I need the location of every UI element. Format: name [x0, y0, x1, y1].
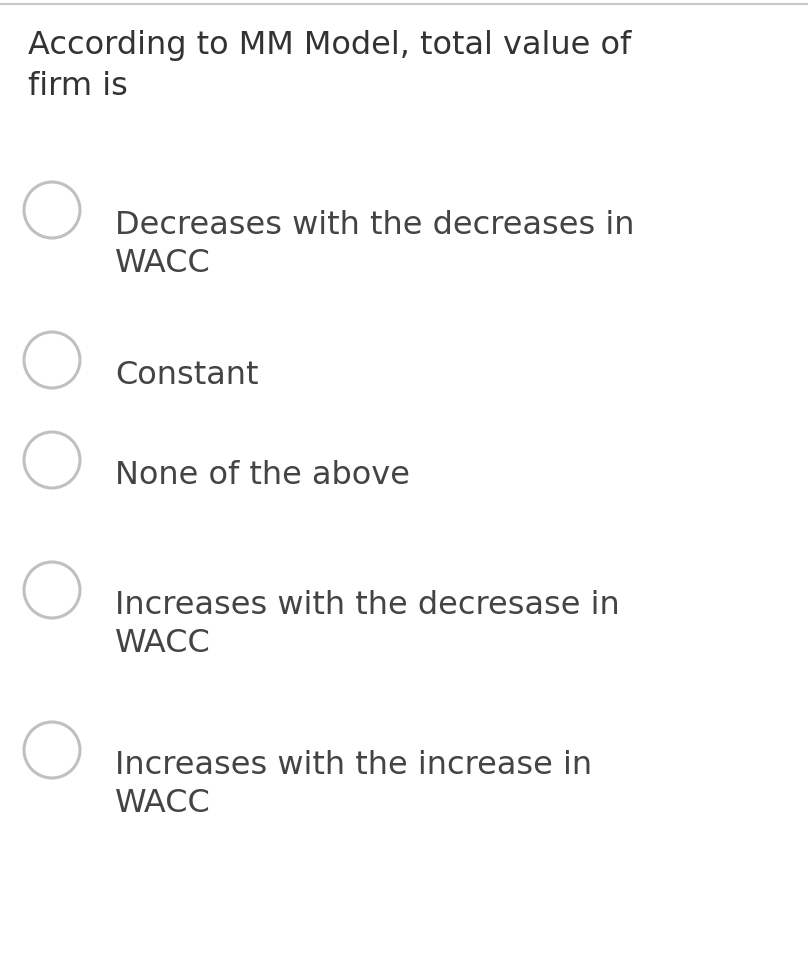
- Text: According to MM Model, total value of
firm is: According to MM Model, total value of fi…: [28, 30, 631, 102]
- Text: Decreases with the decreases in: Decreases with the decreases in: [115, 210, 634, 241]
- Circle shape: [24, 722, 80, 778]
- Text: None of the above: None of the above: [115, 460, 410, 491]
- Circle shape: [24, 432, 80, 488]
- Text: Constant: Constant: [115, 360, 259, 391]
- Text: Increases with the decresase in: Increases with the decresase in: [115, 590, 620, 621]
- Circle shape: [24, 562, 80, 618]
- Text: Increases with the increase in: Increases with the increase in: [115, 750, 592, 781]
- Circle shape: [24, 182, 80, 238]
- Text: WACC: WACC: [115, 628, 211, 659]
- Text: WACC: WACC: [115, 248, 211, 279]
- Circle shape: [24, 332, 80, 388]
- Text: WACC: WACC: [115, 788, 211, 819]
